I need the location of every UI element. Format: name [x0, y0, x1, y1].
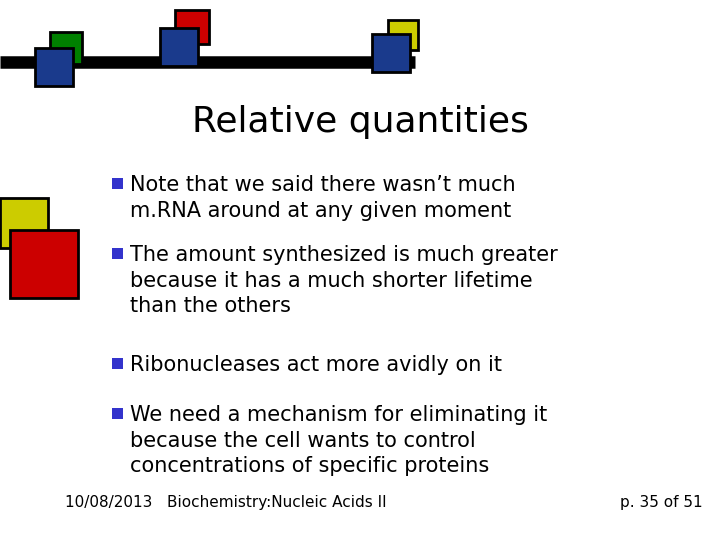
FancyBboxPatch shape — [175, 10, 209, 44]
FancyBboxPatch shape — [0, 198, 48, 248]
FancyBboxPatch shape — [112, 358, 123, 369]
FancyBboxPatch shape — [112, 408, 123, 419]
FancyBboxPatch shape — [372, 34, 410, 72]
FancyBboxPatch shape — [10, 230, 78, 298]
Text: Ribonucleases act more avidly on it: Ribonucleases act more avidly on it — [130, 355, 502, 375]
Text: Note that we said there wasn’t much
m.RNA around at any given moment: Note that we said there wasn’t much m.RN… — [130, 175, 516, 221]
FancyBboxPatch shape — [112, 178, 123, 189]
FancyBboxPatch shape — [112, 248, 123, 259]
FancyBboxPatch shape — [50, 32, 82, 64]
FancyBboxPatch shape — [160, 28, 198, 66]
Text: Relative quantities: Relative quantities — [192, 105, 528, 139]
Text: The amount synthesized is much greater
because it has a much shorter lifetime
th: The amount synthesized is much greater b… — [130, 245, 558, 316]
Text: We need a mechanism for eliminating it
because the cell wants to control
concent: We need a mechanism for eliminating it b… — [130, 405, 547, 476]
FancyBboxPatch shape — [388, 20, 418, 50]
Text: 10/08/2013   Biochemistry:Nucleic Acids II: 10/08/2013 Biochemistry:Nucleic Acids II — [65, 495, 387, 510]
FancyBboxPatch shape — [35, 48, 73, 86]
Text: p. 35 of 51: p. 35 of 51 — [620, 495, 703, 510]
